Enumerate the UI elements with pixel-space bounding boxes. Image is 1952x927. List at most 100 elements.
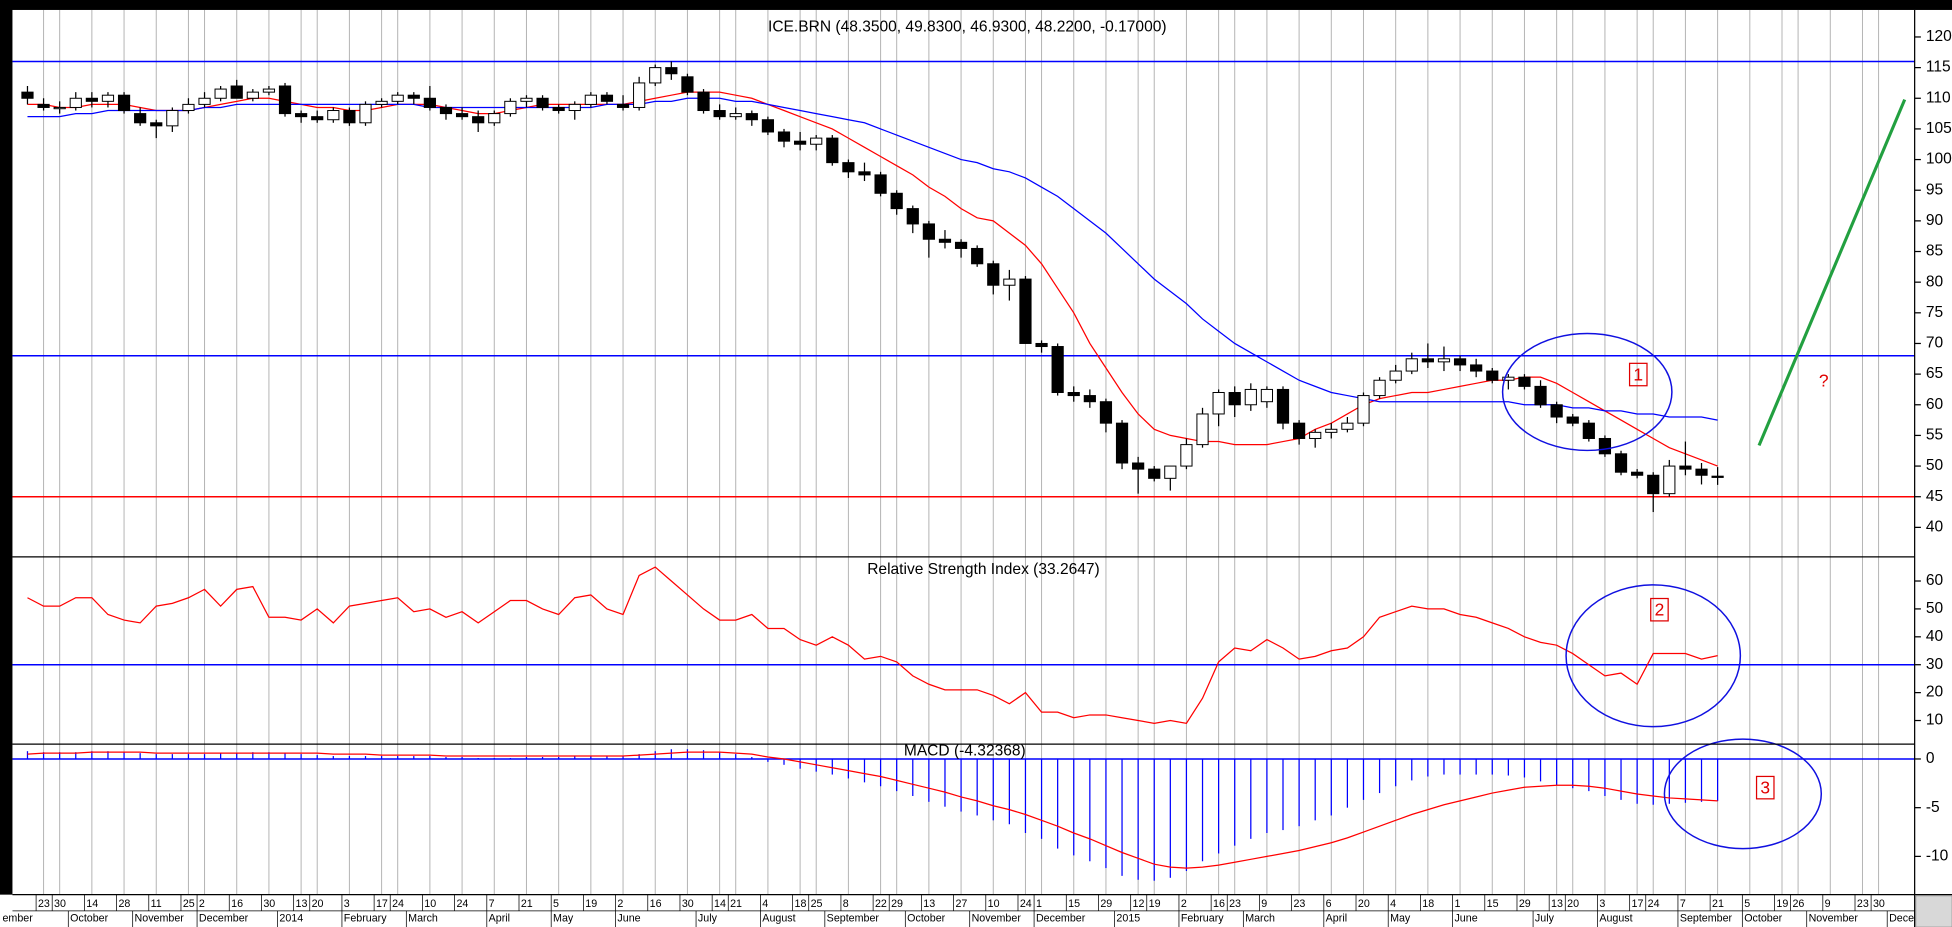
x-tick-label: 3 (1599, 898, 1605, 910)
candle-body (971, 247, 984, 265)
candle-body (810, 137, 823, 145)
candle-body (1695, 468, 1708, 476)
candle-body (568, 103, 581, 112)
candle-body (472, 116, 485, 124)
x-tick-label: 24 (1648, 898, 1660, 910)
y-tick-label: 120 (1926, 28, 1952, 45)
month-label: April (1326, 913, 1347, 925)
annotation-box (1628, 362, 1648, 387)
x-tick-label: 30 (263, 898, 275, 910)
x-tick-label: 9 (1825, 898, 1831, 910)
x-tick-label: 19 (1149, 898, 1161, 910)
month-label: May (1390, 913, 1411, 925)
candle-body (1421, 358, 1434, 363)
candle-body (1357, 395, 1370, 424)
y-tick-label: 80 (1926, 273, 1944, 290)
y-tick-label: 45 (1926, 488, 1943, 505)
month-label: April (489, 913, 510, 925)
candle-body (1164, 465, 1177, 479)
annotation: 2 (1655, 600, 1665, 620)
candle-body (311, 116, 324, 121)
candle-body (1067, 392, 1080, 397)
highlight-ellipse (1565, 584, 1742, 728)
candle-body (1115, 422, 1129, 464)
candle-body (826, 137, 839, 164)
month-label: December (1036, 913, 1086, 925)
x-tick-label: 17 (1632, 898, 1644, 910)
candle-body (761, 119, 775, 133)
candle-body (1180, 444, 1193, 467)
candle-body (1019, 278, 1032, 344)
candle-body (520, 97, 533, 102)
y-tick-label: 100 (1926, 151, 1952, 168)
month-label: Dece (1889, 913, 1914, 925)
x-tick-label: 7 (489, 898, 495, 910)
x-tick-label: 7 (1680, 898, 1686, 910)
month-label: August (762, 913, 795, 925)
x-tick-label: 4 (1390, 898, 1396, 910)
x-tick-label: 24 (392, 898, 404, 910)
x-tick-label: 29 (891, 898, 903, 910)
candle-body (1051, 346, 1064, 394)
candle-body (1614, 453, 1628, 473)
x-tick-label: 16 (1213, 898, 1225, 910)
candle-body (85, 97, 98, 102)
x-tick-label: 20 (312, 898, 324, 910)
candle-body (745, 113, 758, 121)
y-tick-label: 75 (1926, 304, 1943, 321)
candle-body (777, 131, 791, 142)
candle-body (295, 113, 308, 118)
x-tick-label: 5 (1744, 898, 1750, 910)
candle-body (681, 76, 694, 93)
candle-body (1035, 342, 1048, 348)
x-tick-label: 21 (1712, 898, 1724, 910)
annotation-box (1755, 775, 1775, 800)
candle-body (1631, 471, 1644, 476)
month-label: October (1744, 913, 1782, 925)
candle-body (1679, 465, 1692, 470)
candle-body (890, 192, 903, 210)
y-tick-label: 95 (1926, 181, 1943, 198)
x-tick-label: 2 (199, 898, 205, 910)
candle-body (1518, 376, 1531, 387)
annotations: 1 ? 2 3 (1501, 98, 1907, 850)
x-tick-label: 14 (714, 898, 726, 910)
candle-body (1148, 468, 1161, 479)
x-tick-label: 29 (1519, 898, 1531, 910)
y-tick-label: 30 (1926, 656, 1944, 673)
x-tick-label: 19 (1776, 898, 1788, 910)
candle-body (649, 67, 662, 84)
candle-body (1341, 422, 1354, 430)
frame-left (0, 0, 13, 895)
highlight-ellipse (1663, 738, 1823, 850)
candle-body (1486, 370, 1499, 381)
month-label: ember (2, 913, 33, 925)
candle-body (552, 106, 565, 112)
y-tick-label: 60 (1926, 396, 1944, 413)
candle-body (407, 94, 420, 99)
candle-body (134, 113, 147, 124)
month-label: October (70, 913, 108, 925)
candle-body (1373, 379, 1386, 397)
month-label: November (1809, 913, 1859, 925)
candle-body (1099, 401, 1113, 424)
candle-body (230, 85, 243, 99)
x-tick-label: 2 (1181, 898, 1187, 910)
x-tick-label: 18 (795, 898, 807, 910)
frame-top (0, 0, 1952, 10)
y-tick-label: 105 (1926, 120, 1952, 137)
month-label: September (1680, 913, 1733, 925)
candle-body (794, 140, 807, 145)
month-label: March (1245, 913, 1275, 925)
candle-body (1405, 358, 1418, 372)
month-label: July (698, 913, 718, 925)
x-tick-label: 2 (617, 898, 623, 910)
candle-body (1437, 358, 1451, 363)
x-tick-label: 17 (376, 898, 388, 910)
candle-body (1196, 413, 1209, 446)
x-tick-label: 13 (1551, 898, 1563, 910)
series-line (27, 97, 1718, 421)
candle-body (1534, 385, 1547, 406)
candle-body (906, 208, 919, 225)
